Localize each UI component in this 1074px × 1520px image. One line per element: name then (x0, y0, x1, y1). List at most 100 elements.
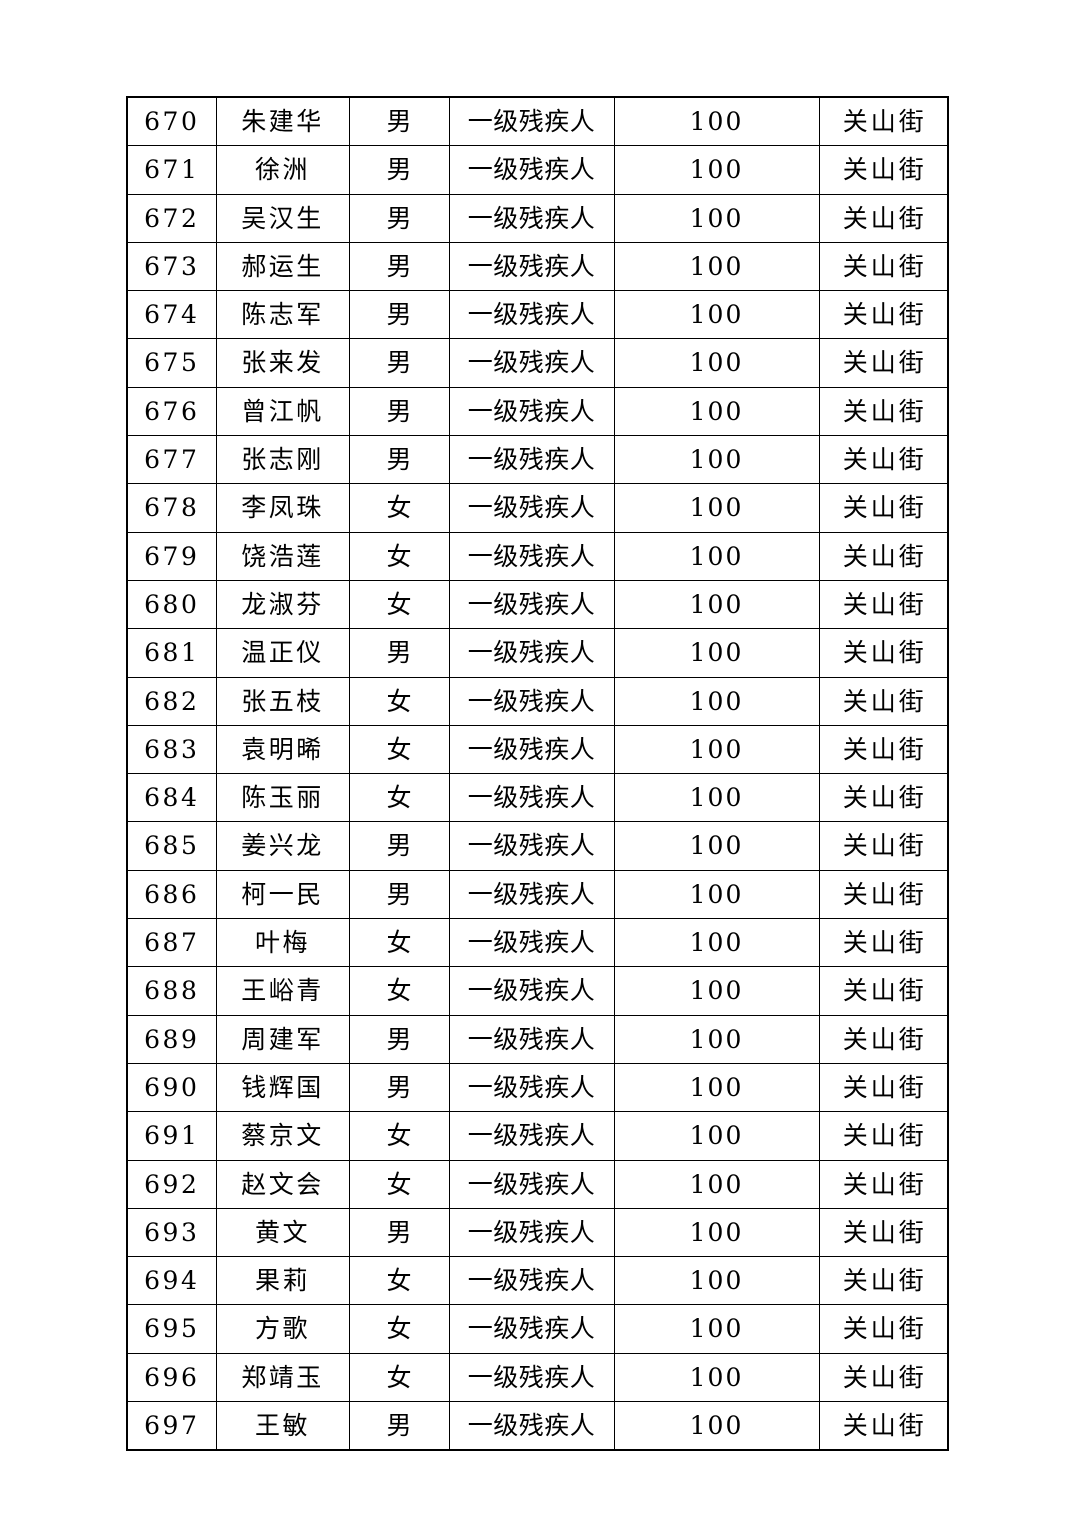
cell-gender: 女 (348, 579, 450, 630)
table-row: 689 周建军男一级残疾人 100 关山街 (126, 1014, 949, 1064)
cell-serial-number: 688 (126, 966, 217, 1016)
table-row: 695 方歌女一级残疾人 100 关山街 (126, 1304, 949, 1354)
cell-person-name: 张来发 (215, 338, 350, 388)
cell-street: 关山街 (818, 290, 949, 340)
table-row: 694 果莉女一级残疾人 100 关山街 (126, 1256, 949, 1306)
cell-amount: 100 (613, 96, 820, 147)
cell-street: 关山街 (818, 628, 949, 678)
cell-amount: 100 (613, 1159, 820, 1209)
cell-serial-number: 686 (126, 869, 217, 920)
cell-gender: 男 (348, 290, 450, 340)
cell-category: 一级残疾人 (448, 96, 615, 147)
cell-category: 一级残疾人 (448, 918, 615, 968)
table-row: 691 蔡京文女一级残疾人 100 关山街 (126, 1111, 949, 1161)
roster-table: 670 朱建华男一级残疾人 100 关山街 671 徐洲男一级残疾人 100 关山街 672 吴汉… (126, 96, 949, 1452)
cell-serial-number: 679 (126, 531, 217, 581)
cell-category: 一级残疾人 (448, 676, 615, 726)
table-row: 686 柯一民男一级残疾人 100 关山街 (126, 869, 949, 920)
cell-serial-number: 683 (126, 724, 217, 775)
table-row: 672 吴汉生男一级残疾人 100 关山街 (126, 193, 949, 243)
cell-serial-number: 694 (126, 1256, 217, 1306)
cell-amount: 100 (613, 483, 820, 533)
table-row: 673 郝运生男一级残疾人 100 关山街 (126, 241, 949, 292)
cell-street: 关山街 (818, 1401, 949, 1451)
cell-street: 关山街 (818, 724, 949, 775)
table-row: 681 温正仪男一级残疾人 100 关山街 (126, 628, 949, 678)
cell-gender: 男 (348, 1207, 450, 1258)
cell-gender: 女 (348, 724, 450, 775)
cell-person-name: 陈玉丽 (215, 773, 350, 823)
cell-category: 一级残疾人 (448, 483, 615, 533)
cell-person-name: 朱建华 (215, 96, 350, 147)
cell-person-name: 吴汉生 (215, 193, 350, 243)
cell-gender: 女 (348, 531, 450, 581)
cell-gender: 女 (348, 483, 450, 533)
cell-gender: 女 (348, 966, 450, 1016)
cell-amount: 100 (613, 1111, 820, 1161)
cell-street: 关山街 (818, 1304, 949, 1354)
cell-serial-number: 684 (126, 773, 217, 823)
cell-serial-number: 682 (126, 676, 217, 726)
table-row: 697 王敏男一级残疾人 100 关山街 (126, 1401, 949, 1451)
cell-person-name: 周建军 (215, 1014, 350, 1064)
table-row: 670 朱建华男一级残疾人 100 关山街 (126, 96, 949, 147)
roster-table-body: 670 朱建华男一级残疾人 100 关山街 671 徐洲男一级残疾人 100 关山街 672 吴汉… (126, 96, 949, 1451)
cell-serial-number: 675 (126, 338, 217, 388)
table-row: 683 袁明晞女一级残疾人 100 关山街 (126, 724, 949, 775)
cell-serial-number: 671 (126, 145, 217, 195)
cell-amount: 100 (613, 966, 820, 1016)
cell-serial-number: 693 (126, 1207, 217, 1258)
cell-category: 一级残疾人 (448, 579, 615, 630)
cell-person-name: 郝运生 (215, 241, 350, 292)
table-row: 679 饶浩莲女一级残疾人 100 关山街 (126, 531, 949, 581)
cell-serial-number: 674 (126, 290, 217, 340)
cell-category: 一级残疾人 (448, 1014, 615, 1064)
cell-serial-number: 670 (126, 96, 217, 147)
cell-category: 一级残疾人 (448, 241, 615, 292)
cell-street: 关山街 (818, 579, 949, 630)
cell-person-name: 曾江帆 (215, 386, 350, 437)
cell-amount: 100 (613, 193, 820, 243)
cell-category: 一级残疾人 (448, 145, 615, 195)
cell-person-name: 赵文会 (215, 1159, 350, 1209)
cell-gender: 女 (348, 918, 450, 968)
cell-category: 一级残疾人 (448, 821, 615, 871)
cell-gender: 男 (348, 145, 450, 195)
cell-gender: 女 (348, 1111, 450, 1161)
roster-table-container: 670 朱建华男一级残疾人 100 关山街 671 徐洲男一级残疾人 100 关山街 672 吴汉… (126, 96, 949, 1452)
cell-serial-number: 673 (126, 241, 217, 292)
cell-gender: 女 (348, 1352, 450, 1403)
cell-category: 一级残疾人 (448, 1401, 615, 1451)
table-row: 696 郑靖玉女一级残疾人 100 关山街 (126, 1352, 949, 1403)
cell-gender: 男 (348, 1062, 450, 1113)
cell-gender: 男 (348, 1014, 450, 1064)
cell-person-name: 郑靖玉 (215, 1352, 350, 1403)
table-row: 688 王峪青女一级残疾人 100 关山街 (126, 966, 949, 1016)
table-row: 675 张来发男一级残疾人 100 关山街 (126, 338, 949, 388)
cell-person-name: 钱辉国 (215, 1062, 350, 1113)
cell-person-name: 徐洲 (215, 145, 350, 195)
cell-person-name: 黄文 (215, 1207, 350, 1258)
cell-category: 一级残疾人 (448, 724, 615, 775)
table-row: 687 叶梅女一级残疾人 100 关山街 (126, 918, 949, 968)
cell-serial-number: 680 (126, 579, 217, 630)
cell-gender: 男 (348, 241, 450, 292)
cell-category: 一级残疾人 (448, 386, 615, 437)
table-row: 684 陈玉丽女一级残疾人 100 关山街 (126, 773, 949, 823)
cell-gender: 女 (348, 1256, 450, 1306)
cell-category: 一级残疾人 (448, 1062, 615, 1113)
cell-serial-number: 690 (126, 1062, 217, 1113)
cell-category: 一级残疾人 (448, 1207, 615, 1258)
cell-street: 关山街 (818, 483, 949, 533)
cell-person-name: 温正仪 (215, 628, 350, 678)
cell-person-name: 姜兴龙 (215, 821, 350, 871)
cell-person-name: 袁明晞 (215, 724, 350, 775)
cell-gender: 男 (348, 435, 450, 485)
cell-street: 关山街 (818, 145, 949, 195)
cell-amount: 100 (613, 386, 820, 437)
cell-street: 关山街 (818, 1014, 949, 1064)
cell-gender: 女 (348, 1304, 450, 1354)
cell-category: 一级残疾人 (448, 1111, 615, 1161)
cell-person-name: 蔡京文 (215, 1111, 350, 1161)
